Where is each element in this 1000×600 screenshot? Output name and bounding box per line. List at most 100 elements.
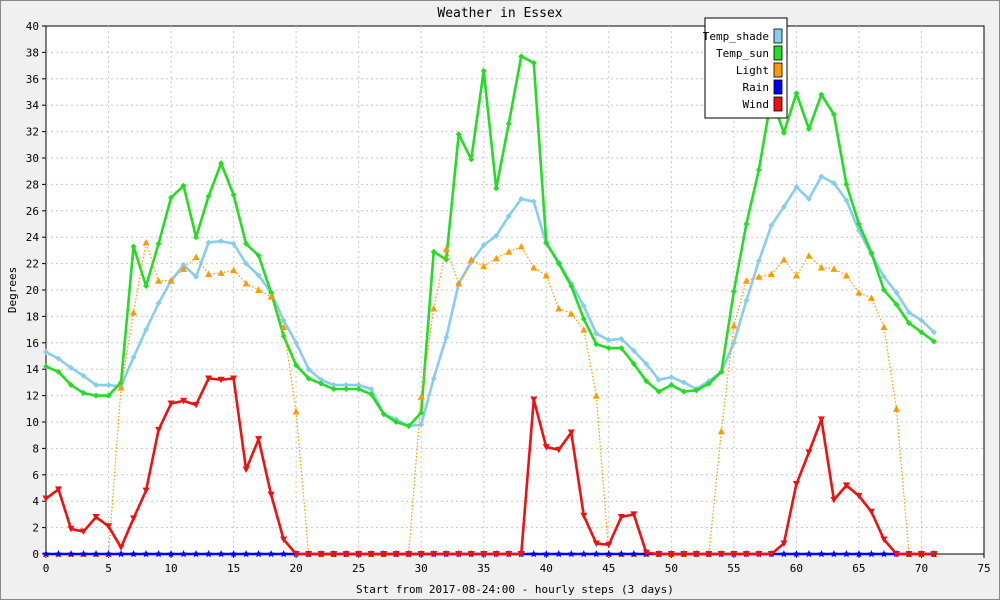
y-tick-label: 16 (26, 337, 39, 350)
data-point-temp-shade (55, 355, 62, 362)
data-point-wind (180, 397, 188, 405)
data-point-temp-sun (843, 181, 850, 188)
data-point-light (117, 384, 125, 391)
data-point-light (530, 264, 538, 271)
data-point-wind (867, 508, 875, 516)
data-point-temp-shade (768, 222, 775, 229)
data-point-temp-sun (243, 240, 250, 247)
data-point-temp-sun (343, 386, 350, 392)
data-point-wind (505, 551, 513, 558)
x-tick-label: 30 (415, 562, 428, 575)
data-point-temp-shade (430, 375, 437, 382)
y-tick-label: 38 (26, 46, 39, 59)
data-point-temp-sun (180, 182, 187, 189)
legend-swatch-temp-sun (773, 45, 783, 61)
data-point-temp-shade (580, 302, 587, 309)
data-point-temp-sun (855, 221, 862, 227)
y-tick-label: 34 (26, 99, 40, 112)
legend-label-wind: Wind (743, 98, 770, 111)
data-point-wind (192, 401, 200, 409)
data-point-wind (430, 551, 438, 558)
data-point-rain (267, 550, 275, 558)
data-point-temp-sun (193, 234, 200, 241)
data-point-temp-shade (43, 349, 49, 356)
y-tick-label: 28 (26, 178, 39, 191)
data-point-light (830, 265, 838, 272)
data-point-wind (117, 544, 125, 551)
data-point-temp-shade (255, 272, 262, 279)
data-point-wind (655, 551, 663, 558)
data-point-rain (54, 550, 63, 558)
data-point-wind (67, 525, 75, 533)
y-tick-label: 0 (32, 548, 39, 561)
data-point-rain (142, 550, 150, 558)
data-point-temp-sun (143, 283, 150, 290)
data-point-light (142, 238, 150, 246)
data-point-light (180, 265, 188, 272)
data-point-temp-shade (743, 297, 750, 304)
data-point-rain (617, 550, 626, 558)
data-point-temp-sun (518, 53, 525, 60)
data-point-temp-shade (355, 382, 362, 389)
data-point-wind (292, 551, 300, 558)
x-tick-label: 20 (290, 562, 303, 575)
y-tick-label: 12 (26, 390, 39, 403)
data-point-wind (330, 551, 338, 558)
data-point-temp-shade (930, 329, 937, 336)
data-point-temp-sun (693, 387, 700, 394)
y-tick-label: 20 (26, 284, 39, 297)
data-point-light (480, 262, 488, 270)
data-point-temp-sun (818, 91, 825, 98)
data-point-temp-sun (393, 419, 400, 425)
data-point-temp-shade (68, 364, 75, 371)
data-point-wind (280, 536, 288, 543)
y-tick-label: 6 (32, 469, 39, 482)
data-point-wind (630, 511, 638, 518)
data-point-temp-sun (555, 260, 562, 267)
data-point-temp-shade (480, 242, 487, 249)
data-point-rain (880, 550, 888, 558)
data-point-wind (530, 396, 538, 404)
x-tick-label: 5 (105, 562, 112, 575)
data-point-temp-shade (330, 382, 337, 389)
data-point-wind (667, 551, 675, 558)
data-point-temp-shade (530, 198, 537, 205)
data-point-wind (642, 549, 650, 557)
y-tick-label: 30 (26, 152, 39, 165)
data-point-wind (242, 466, 250, 474)
y-tick-label: 36 (26, 73, 39, 86)
data-point-rain (630, 550, 638, 558)
data-point-rain (279, 550, 288, 558)
data-point-temp-sun (130, 243, 137, 250)
data-point-wind (442, 551, 450, 558)
data-point-wind (367, 551, 375, 558)
data-point-temp-shade (305, 366, 312, 373)
data-point-light (792, 271, 800, 279)
data-point-temp-sun (680, 388, 687, 395)
data-point-wind (392, 551, 400, 558)
data-point-temp-sun (268, 289, 275, 296)
data-point-light (442, 245, 450, 253)
data-point-wind (880, 536, 888, 543)
data-point-temp-sun (443, 256, 450, 263)
data-point-wind (267, 491, 275, 499)
x-axis-label: Start from 2017-08-24:00 - hourly steps … (356, 583, 674, 596)
series-line-temp-shade (45, 175, 935, 428)
legend-swatch-light (773, 62, 783, 78)
x-tick-label: 10 (164, 562, 177, 575)
data-point-temp-sun (730, 288, 737, 295)
data-point-wind (355, 551, 363, 558)
legend-label-light: Light (736, 64, 769, 77)
x-tick-label: 70 (915, 562, 928, 575)
data-point-temp-shade (880, 273, 887, 280)
data-point-temp-sun (380, 411, 387, 418)
data-point-temp-sun (530, 59, 537, 66)
data-point-temp-sun (505, 120, 512, 127)
data-point-rain (592, 550, 601, 558)
y-tick-label: 22 (26, 258, 39, 271)
data-point-temp-sun (668, 382, 675, 389)
data-point-temp-shade (830, 180, 837, 187)
legend-swatch-rain (773, 79, 783, 95)
data-point-rain (579, 550, 588, 558)
data-point-temp-shade (343, 382, 350, 389)
